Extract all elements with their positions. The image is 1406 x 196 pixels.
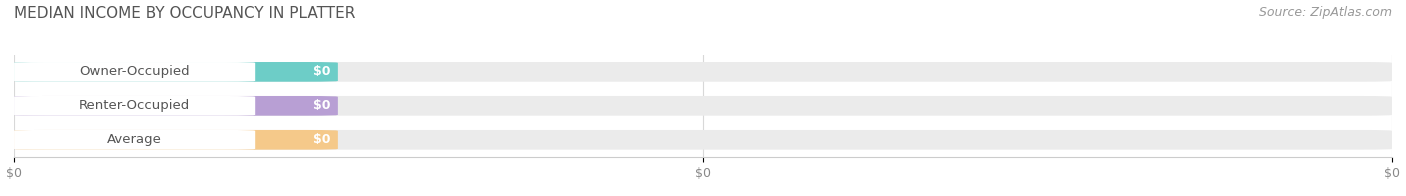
- FancyBboxPatch shape: [14, 62, 1392, 82]
- FancyBboxPatch shape: [14, 96, 1392, 116]
- Text: $0: $0: [312, 133, 330, 146]
- FancyBboxPatch shape: [14, 96, 337, 116]
- FancyBboxPatch shape: [14, 130, 1392, 150]
- Text: $0: $0: [312, 99, 330, 112]
- FancyBboxPatch shape: [14, 96, 256, 116]
- FancyBboxPatch shape: [14, 62, 256, 82]
- Text: MEDIAN INCOME BY OCCUPANCY IN PLATTER: MEDIAN INCOME BY OCCUPANCY IN PLATTER: [14, 6, 356, 21]
- Text: $0: $0: [312, 65, 330, 78]
- FancyBboxPatch shape: [14, 130, 337, 150]
- Text: Source: ZipAtlas.com: Source: ZipAtlas.com: [1258, 6, 1392, 19]
- Text: Renter-Occupied: Renter-Occupied: [79, 99, 190, 112]
- FancyBboxPatch shape: [14, 62, 337, 82]
- Text: Average: Average: [107, 133, 162, 146]
- FancyBboxPatch shape: [14, 130, 256, 150]
- Text: Owner-Occupied: Owner-Occupied: [79, 65, 190, 78]
